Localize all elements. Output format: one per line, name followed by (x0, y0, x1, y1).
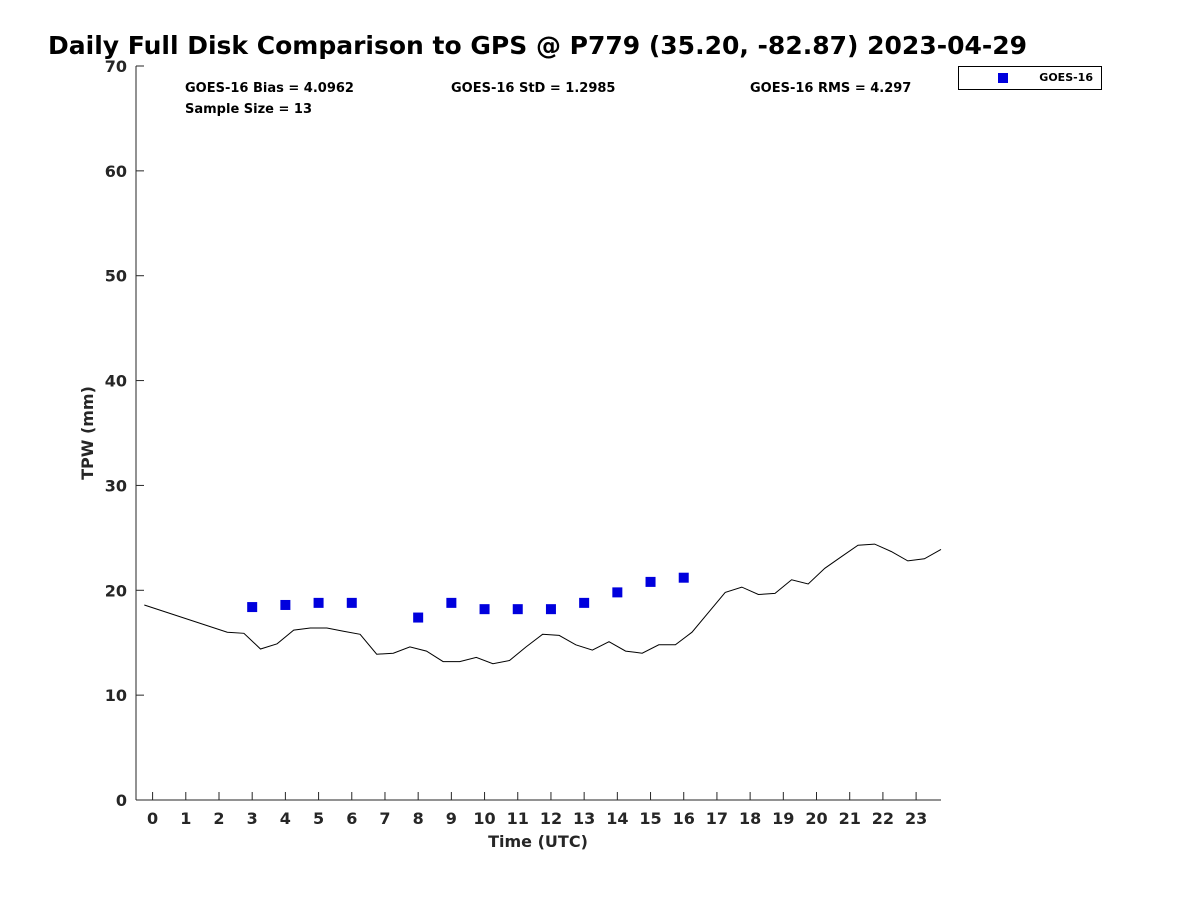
x-tick-label: 11 (507, 809, 529, 828)
goes16-point (346, 597, 357, 608)
x-tick-label: 4 (280, 809, 291, 828)
x-tick-label: 18 (739, 809, 761, 828)
y-tick-label: 40 (105, 372, 127, 391)
x-tick-label: 20 (805, 809, 827, 828)
goes16-point (579, 597, 590, 608)
x-tick-label: 7 (379, 809, 390, 828)
y-tick-label: 70 (105, 57, 127, 76)
x-tick-label: 5 (313, 809, 324, 828)
y-tick-label: 60 (105, 162, 127, 181)
x-axis-label: Time (UTC) (488, 832, 588, 851)
x-tick-label: 17 (706, 809, 728, 828)
goes16-point (446, 597, 457, 608)
x-tick-label: 13 (573, 809, 595, 828)
axes (135, 66, 941, 801)
gps-tpw-line (144, 543, 942, 665)
x-tick-label: 21 (839, 809, 861, 828)
stat-std: GOES-16 StD = 1.2985 (451, 81, 615, 96)
x-tick-label: 9 (446, 809, 457, 828)
goes16-point (678, 572, 689, 583)
x-tick-label: 10 (473, 809, 495, 828)
y-axis-ticks: 0 10 20 30 40 50 60 70 (105, 57, 144, 810)
x-tick-label: 23 (905, 809, 927, 828)
x-tick-label: 16 (673, 809, 695, 828)
x-tick-label: 19 (772, 809, 794, 828)
y-tick-label: 10 (105, 686, 127, 705)
x-tick-label: 15 (639, 809, 661, 828)
goes16-point (612, 587, 623, 598)
x-axis-ticks: 0 1 2 3 4 5 6 7 8 9 10 11 12 13 14 15 16 17 18 19 20 21 22 23 (147, 792, 927, 828)
y-tick-label: 50 (105, 267, 127, 286)
y-axis-label: TPW (mm) (78, 386, 97, 480)
goes16-point (247, 602, 258, 613)
stat-sample-size: Sample Size = 13 (185, 102, 312, 117)
stat-bias: GOES-16 Bias = 4.0962 (185, 81, 354, 96)
x-tick-label: 0 (147, 809, 158, 828)
goes16-point (512, 604, 523, 615)
x-tick-label: 3 (247, 809, 258, 828)
goes16-point (479, 604, 490, 615)
plot-area (144, 543, 942, 665)
y-tick-label: 20 (105, 581, 127, 600)
x-tick-label: 2 (213, 809, 224, 828)
x-tick-label: 22 (872, 809, 894, 828)
legend-box (958, 66, 1102, 90)
x-tick-label: 14 (606, 809, 628, 828)
y-tick-label: 0 (116, 791, 127, 810)
goes16-point (413, 612, 424, 623)
x-tick-label: 12 (540, 809, 562, 828)
x-tick-label: 6 (346, 809, 357, 828)
legend: GOES-16 (958, 66, 1102, 90)
goes16-point (280, 599, 291, 610)
legend-marker-goes16 (998, 73, 1008, 83)
goes16-point (313, 597, 324, 608)
goes16-point (545, 604, 556, 615)
goes16-point (645, 576, 656, 587)
stat-rms: GOES-16 RMS = 4.297 (750, 81, 911, 96)
x-tick-label: 1 (180, 809, 191, 828)
y-tick-label: 30 (105, 476, 127, 495)
chart-title: Daily Full Disk Comparison to GPS @ P779… (48, 31, 1027, 60)
x-tick-label: 8 (413, 809, 424, 828)
legend-label-goes16: GOES-16 (1039, 71, 1093, 84)
